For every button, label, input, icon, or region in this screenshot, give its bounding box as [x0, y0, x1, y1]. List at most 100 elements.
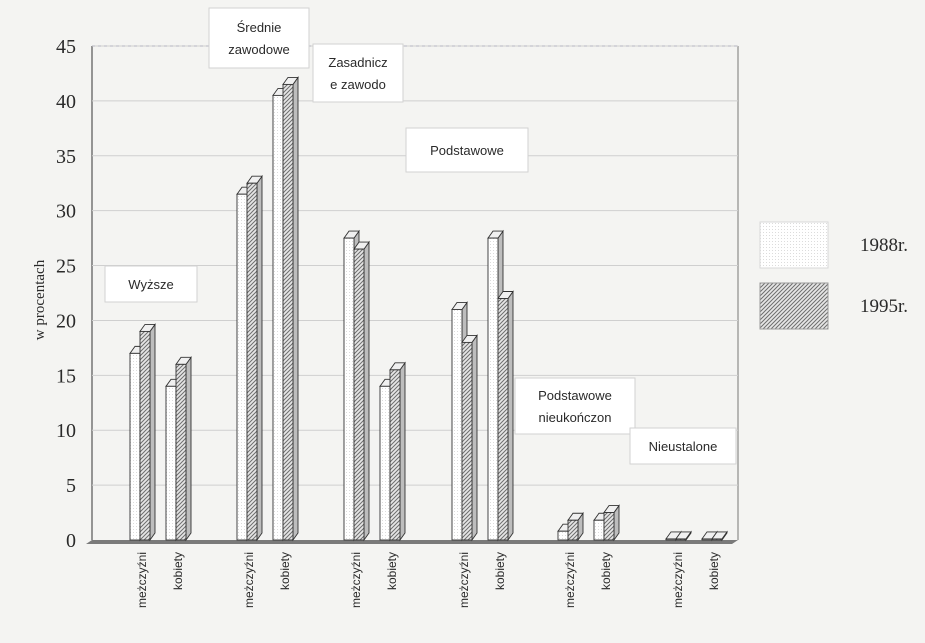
- y-axis-label: w procentach: [32, 259, 48, 340]
- plot-floor: [86, 540, 738, 544]
- annotation-label: Podstawowe: [430, 143, 504, 158]
- bar-1995-g0-men-face: [139, 330, 151, 541]
- bar-1995-g3-men-face: [461, 341, 473, 541]
- annotation-box: [514, 377, 636, 435]
- y-tick-label: 45: [56, 36, 76, 58]
- group-annotation: Średnie zawodowe: [208, 7, 310, 69]
- legend-item: 1988r.: [759, 221, 908, 269]
- annotation-label: zawodowe: [228, 42, 289, 57]
- bar-1995-g4-men: [567, 511, 584, 542]
- annotation-label: e zawodo: [330, 77, 386, 92]
- bar-1995-g2-women: [389, 361, 406, 542]
- bar-1995-g3-women-face: [497, 298, 509, 541]
- annotation-label: Zasadnicz: [328, 55, 387, 70]
- y-tick-label: 25: [56, 256, 76, 278]
- x-tick-label: meżczyźni: [135, 552, 149, 608]
- y-tick-labels: 0 5 10 15 20 25 30 35 40 45: [56, 36, 76, 552]
- bar-1995-g2-women-side: [399, 361, 406, 542]
- bar-1988-g2-women-face: [379, 385, 391, 541]
- y-tick-label: 5: [66, 475, 76, 497]
- legend-label: 1995r.: [860, 296, 908, 317]
- bar-1995-g0-men-side: [149, 323, 156, 542]
- bar-1988-g1-women-face: [272, 94, 284, 541]
- bar-1995-g0-women-face: [175, 363, 187, 541]
- bar-1988-g2-men-face: [343, 237, 355, 541]
- bar-1995-g1-men-side: [256, 174, 263, 542]
- bar-1995-g2-men-face: [353, 248, 365, 541]
- bar-1995-g5-women-face: [711, 538, 723, 541]
- bar-1995-g4-men-face: [567, 519, 579, 541]
- bar-1995-g1-men-face: [246, 182, 258, 541]
- bar-1995-g3-men-side: [471, 333, 478, 542]
- y-tick-label: 30: [56, 201, 76, 223]
- x-tick-label: kobiety: [707, 552, 721, 590]
- x-tick-label: kobiety: [278, 552, 292, 590]
- legend: 1988r. 1995r.: [759, 221, 908, 330]
- legend-swatch: [759, 221, 829, 269]
- bar-1988-g5-men-face: [665, 538, 677, 541]
- x-tick-label: meżczyźni: [242, 552, 256, 608]
- x-tick-label: meżczyźni: [349, 552, 363, 608]
- group-annotation: Zasadnicz e zawodo: [312, 43, 404, 103]
- group-annotation: Podstawowe: [405, 127, 529, 173]
- x-tick-label: kobiety: [171, 552, 185, 590]
- bar-1988-g4-women-face: [593, 519, 605, 541]
- bar-1995-g0-women-side: [185, 355, 192, 542]
- legend-label: 1988r.: [860, 235, 908, 256]
- bar-1995-g5-men-face: [675, 538, 687, 541]
- annotation-box: [312, 43, 404, 103]
- x-tick-label: kobiety: [599, 552, 613, 590]
- bar-1995-g1-men: [246, 174, 263, 542]
- bar-1995-g1-women: [282, 76, 299, 542]
- bar-1995-g5-men: [675, 530, 692, 542]
- bar-1995-g1-women-face: [282, 83, 294, 541]
- bars: [129, 76, 728, 542]
- plot-frame: [86, 45, 739, 544]
- group-annotation: Nieustalone: [629, 427, 737, 465]
- group-annotation: Podstawowe nieukończon: [514, 377, 636, 435]
- bar-1995-g0-men: [139, 323, 156, 542]
- annotation-label: nieukończon: [539, 410, 612, 425]
- x-tick-label: meżczyźni: [671, 552, 685, 608]
- annotation-label: Nieustalone: [649, 439, 718, 454]
- bar-1995-g4-women: [603, 504, 620, 542]
- annotation-box: [104, 265, 198, 303]
- bar-1995-g2-women-face: [389, 369, 401, 541]
- legend-item: 1995r.: [759, 282, 908, 330]
- bar-1988-g4-men-face: [557, 530, 569, 541]
- legend-swatch: [759, 282, 829, 330]
- annotation-box: [629, 427, 737, 465]
- bar-1988-g3-men-face: [451, 309, 463, 541]
- bar-1995-g1-women-side: [292, 76, 299, 542]
- bar-1988-g3-women-face: [487, 237, 499, 541]
- y-tick-label: 10: [56, 420, 76, 442]
- bar-1995-g3-women: [497, 290, 514, 542]
- x-tick-label: kobiety: [385, 552, 399, 590]
- bar-1988-g0-women-face: [165, 385, 177, 541]
- x-tick-label: meżczyźni: [457, 552, 471, 608]
- y-tick-label: 20: [56, 310, 76, 332]
- x-tick-labels: meżczyźni kobiety meżczyźni kobiety meżczyźn…: [135, 552, 721, 608]
- x-tick-label: kobiety: [493, 552, 507, 590]
- annotation-label: Podstawowe: [538, 388, 612, 403]
- y-tick-label: 0: [66, 530, 76, 552]
- bar-1995-g3-women-side: [507, 290, 514, 542]
- bar-1988-g1-men-face: [236, 193, 248, 541]
- bar-1995-g4-women-face: [603, 512, 615, 541]
- y-tick-label: 35: [56, 146, 76, 168]
- bar-1995-g0-women: [175, 355, 192, 542]
- group-annotations: Wyższe Średnie zawodowe Zasadnicz e zawodo Po…: [104, 7, 737, 465]
- annotation-label: Średnie: [237, 20, 282, 35]
- y-tick-label: 15: [56, 365, 76, 387]
- annotation-box: [405, 127, 529, 173]
- annotation-label: Wyższe: [128, 277, 173, 292]
- group-annotation: Wyższe: [104, 265, 198, 303]
- y-tick-label: 40: [56, 91, 76, 113]
- bar-1995-g2-men: [353, 240, 370, 542]
- bar-1995-g5-women: [711, 530, 728, 542]
- bar-1995-g3-men: [461, 333, 478, 542]
- annotation-box: [208, 7, 310, 69]
- bar-1988-g0-men-face: [129, 352, 141, 541]
- bar-1988-g5-women-face: [701, 538, 713, 541]
